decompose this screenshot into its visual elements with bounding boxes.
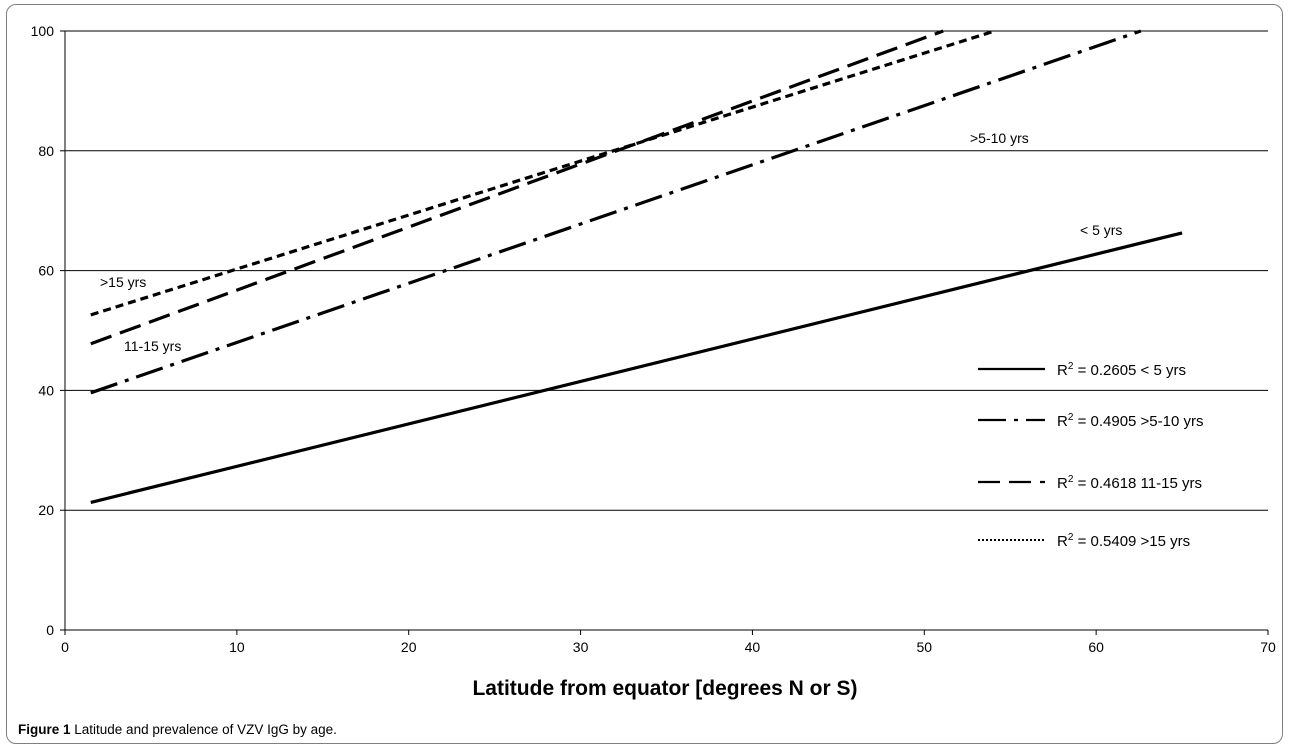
legend-label-3: R2 = 0.5409 >15 yrs [1057,532,1190,550]
x-tick-label-20: 20 [401,639,417,655]
gridlines [65,30,1268,511]
x-tick-label-0: 0 [61,639,69,655]
x-axis-title: Latitude from equator [degrees N or S) [472,677,857,700]
series-label-2: 11-15 yrs [124,338,181,354]
y-tick-label-0: 0 [46,622,54,638]
series-line-1 [90,29,1142,395]
axes: 0 20 40 60 80 100 0 10 20 30 40 50 60 70 [31,23,1276,655]
legend: R2 = 0.2605 < 5 yrs R2 = 0.4905 >5-10 yrs… [978,361,1204,550]
caption-text: Latitude and prevalence of VZV IgG by ag… [70,722,337,737]
legend-label-0: R2 = 0.2605 < 5 yrs [1057,361,1186,379]
y-tick-label-40: 40 [38,382,54,398]
legend-label-2: R2 = 0.4618 11-15 yrs [1057,474,1202,492]
y-tick-label-80: 80 [38,143,54,159]
x-tick-label-50: 50 [916,639,932,655]
figure-frame [6,4,1283,744]
series-lines [90,29,1183,504]
series-line-0 [90,231,1183,504]
x-tick-label-70: 70 [1260,639,1276,655]
legend-label-1: R2 = 0.4905 >5-10 yrs [1057,412,1204,430]
series-label-1: >5-10 yrs [970,130,1029,146]
series-line-2 [90,29,944,346]
series-label-0: < 5 yrs [1080,222,1122,238]
series-label-3: >15 yrs [100,274,146,290]
figure-caption: Figure 1 Latitude and prevalence of VZV … [18,722,337,737]
series-line-3 [90,29,996,317]
line-chart: 0 20 40 60 80 100 0 10 20 30 40 50 60 70 < 5 yrs >5-10… [31,23,1276,700]
x-tick-label-40: 40 [745,639,761,655]
y-tick-label-60: 60 [38,263,54,279]
y-tick-label-100: 100 [31,23,55,39]
x-tick-label-60: 60 [1088,639,1104,655]
x-tick-label-10: 10 [229,639,245,655]
y-tick-label-20: 20 [38,502,54,518]
caption-label: Figure 1 [18,722,71,737]
series-labels: < 5 yrs >5-10 yrs 11-15 yrs >15 yrs [100,130,1122,354]
x-tick-label-30: 30 [573,639,589,655]
